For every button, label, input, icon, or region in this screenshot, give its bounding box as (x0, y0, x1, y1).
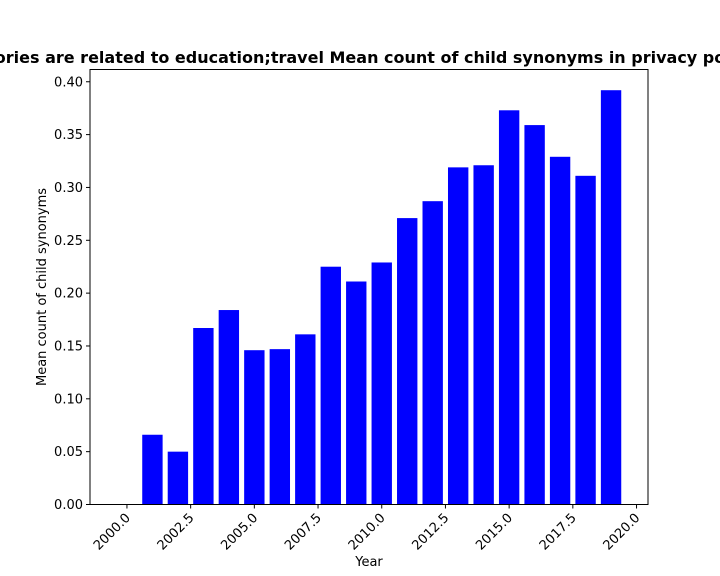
bar-2002 (167, 451, 189, 505)
x-tick-label: 2002.5 (155, 511, 198, 554)
bar-2014 (473, 165, 494, 505)
bar-2008 (320, 266, 341, 505)
bar-2010 (371, 262, 392, 505)
bar-2015 (498, 110, 520, 505)
x-tick-label: 2015.0 (473, 511, 516, 554)
bar-2007 (295, 334, 316, 505)
bars-layer (142, 90, 622, 505)
y-tick-label: 0.20 (54, 287, 83, 302)
x-axis-label: Year (354, 555, 383, 570)
x-tick-label: 2000.0 (91, 511, 134, 554)
bar-2018 (575, 175, 596, 505)
x-tick-label: 2005.0 (218, 511, 261, 554)
y-tick-label: 0.00 (54, 498, 83, 513)
bar-2019 (600, 90, 622, 505)
y-tick-label: 0.40 (54, 75, 83, 90)
x-tick-label: 2012.5 (409, 511, 452, 554)
x-tick-label: 2007.5 (282, 511, 325, 554)
x-ticks-layer: 2000.0 2002.5 2005.0 2007.5 2010.0 2012.5 2015… (91, 504, 644, 554)
bar-2012 (422, 201, 443, 505)
y-tick-label: 0.05 (54, 445, 83, 460)
chart-title: ories are related to education;travel Me… (0, 48, 720, 67)
y-ticks-layer: 0.00 0.05 0.10 0.15 0.20 0.25 0.30 0.35 0.40 (54, 75, 90, 513)
bar-2004 (218, 310, 240, 505)
x-tick-label: 2020.0 (601, 511, 644, 554)
bar-2003 (193, 328, 214, 505)
y-tick-label: 0.15 (54, 339, 83, 354)
bar-2005 (244, 350, 265, 505)
bar-2001 (142, 434, 163, 505)
y-tick-label: 0.35 (54, 128, 83, 143)
x-tick-label: 2010.0 (346, 511, 389, 554)
bar-2017 (549, 156, 571, 505)
y-axis-label: Mean count of child synonyms (35, 188, 50, 386)
bar-2006 (269, 349, 291, 505)
x-tick-label: 2017.5 (537, 511, 580, 554)
y-tick-label: 0.25 (54, 234, 83, 249)
y-tick-label: 0.10 (54, 392, 83, 407)
bar-2016 (524, 125, 545, 505)
bar-2009 (346, 281, 367, 505)
bar-2011 (397, 218, 418, 505)
y-tick-label: 0.30 (54, 181, 83, 196)
plot-area-frame (89, 69, 649, 505)
bar-2013 (447, 167, 469, 505)
